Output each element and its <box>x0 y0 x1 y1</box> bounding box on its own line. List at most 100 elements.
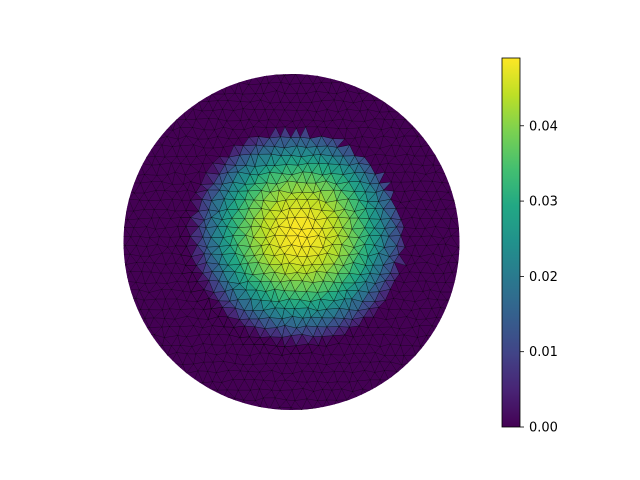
mesh-triangle-edge <box>429 282 441 293</box>
mesh-triangle <box>372 390 387 399</box>
mesh-triangle-edge <box>368 391 379 399</box>
mesh-triangle-edge <box>379 370 390 381</box>
mesh-triangle-edge <box>398 327 414 336</box>
mesh-triangle-edge <box>170 344 181 353</box>
mesh-triangle-edge <box>384 370 398 381</box>
mesh-triangle <box>363 74 375 85</box>
mesh-triangle-edge <box>427 298 438 309</box>
mesh-triangle <box>446 154 460 165</box>
mesh-triangle-edge <box>388 379 400 392</box>
mesh-triangle <box>260 58 269 67</box>
mesh-triangle-edge <box>275 363 287 375</box>
mesh-triangle-edge <box>306 370 318 383</box>
mesh-triangle-edge <box>182 353 194 365</box>
mesh-triangle-edge <box>456 208 460 219</box>
mesh-triangle-edge <box>379 361 392 372</box>
mesh-triangle-edge <box>353 352 365 363</box>
mesh-triangle-edge <box>179 300 194 310</box>
mesh-triangle-edge <box>212 372 223 383</box>
mesh-triangle <box>190 83 203 94</box>
mesh-triangle-edge <box>368 343 381 353</box>
mesh-triangle <box>404 110 415 120</box>
mesh-triangle-edge <box>265 363 277 371</box>
mesh-triangle-edge <box>108 236 119 245</box>
mesh-triangle <box>317 74 330 76</box>
mesh-triangle <box>123 280 129 290</box>
mesh-triangle <box>389 90 402 104</box>
mesh-triangle-edge <box>176 290 188 302</box>
mesh-triangle <box>123 307 132 317</box>
mesh-triangle-edge <box>296 353 309 365</box>
mesh-triangle-edge <box>353 343 366 354</box>
mesh-triangle-edge <box>389 90 402 104</box>
mesh-triangle-edge <box>232 379 245 391</box>
mesh-triangle-edge <box>259 379 273 391</box>
mesh-triangle-edge <box>211 334 226 346</box>
mesh-triangle-edge <box>179 308 195 317</box>
mesh-triangle-edge <box>107 211 121 218</box>
mesh-triangle-edge <box>274 373 286 382</box>
mesh-triangle <box>123 189 126 203</box>
mesh-triangle <box>457 183 460 193</box>
mesh-triangle-edge <box>150 118 160 130</box>
mesh-triangle-edge <box>359 361 371 371</box>
mesh-triangle-edge <box>384 288 394 301</box>
mesh-triangle-edge <box>226 378 239 391</box>
mesh-triangle-edge <box>148 288 163 300</box>
mesh-triangle <box>461 247 471 254</box>
mesh-triangle-edge <box>130 271 143 283</box>
mesh-triangle-edge <box>417 325 427 338</box>
mesh-triangle-edge <box>458 247 460 254</box>
mesh-triangle-edge <box>274 379 286 391</box>
mesh-triangle-edge <box>237 379 251 391</box>
mesh-triangle <box>238 407 249 410</box>
mesh-triangle <box>411 118 423 129</box>
mesh-triangle <box>457 288 460 302</box>
mesh-triangle <box>446 299 458 311</box>
mesh-triangle-edge <box>164 298 178 310</box>
mesh-triangle <box>159 363 172 374</box>
mesh-triangle-edge <box>123 264 127 274</box>
mesh-triangle-edge <box>197 318 209 329</box>
mesh-triangle-edge <box>359 353 371 363</box>
mesh-triangle-edge <box>290 407 303 410</box>
mesh-triangle-edge <box>322 345 332 356</box>
mesh-triangle-edge <box>294 387 308 401</box>
mesh-triangle-edge <box>123 235 126 246</box>
mesh-triangle-edge <box>435 144 448 158</box>
mesh-triangle <box>461 253 471 262</box>
mesh-triangle-edge <box>325 361 341 372</box>
mesh-triangle-edge <box>123 165 138 176</box>
mesh-triangle <box>211 81 226 95</box>
mesh-triangle-edge <box>411 301 421 311</box>
mesh-triangle <box>151 345 163 355</box>
mesh-triangle-edge <box>211 344 226 356</box>
mesh-triangle-edge <box>443 326 452 337</box>
mesh-triangle-edge <box>396 370 407 381</box>
mesh-triangle-edge <box>174 309 188 320</box>
mesh-triangle-edge <box>436 282 446 293</box>
mesh-triangle-edge <box>162 298 171 311</box>
mesh-triangle-edge <box>369 379 381 393</box>
mesh-triangle-edge <box>292 362 303 374</box>
mesh-triangle-edge <box>215 344 228 356</box>
mesh-triangle <box>456 201 460 212</box>
mesh-triangle <box>322 407 333 410</box>
mesh-triangle-edge <box>352 75 365 85</box>
mesh-triangle-edge <box>330 342 345 356</box>
mesh-triangle-edge <box>250 74 261 76</box>
mesh-triangle-edge <box>403 299 416 311</box>
mesh-triangle <box>139 137 150 148</box>
mesh-triangle-edge <box>186 325 200 338</box>
mesh-triangle <box>456 208 460 219</box>
mesh-triangle-edge <box>163 326 179 338</box>
mesh-triangle-edge <box>164 308 176 320</box>
mesh-triangle-edge <box>448 317 458 328</box>
mesh-triangle <box>420 355 433 365</box>
mesh-triangle <box>268 74 281 76</box>
mesh-triangle-edge <box>368 397 379 408</box>
mesh-triangle <box>295 74 308 75</box>
mesh-triangle-edge <box>123 288 126 302</box>
mesh-triangle-edge <box>384 355 396 363</box>
mesh-triangle-edge <box>312 362 323 374</box>
